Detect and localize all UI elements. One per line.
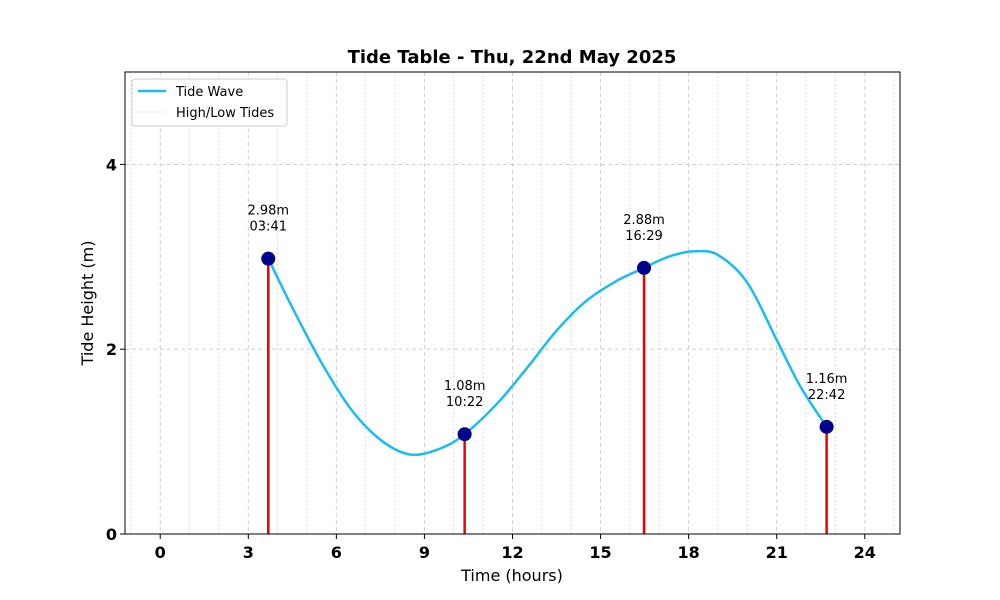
- tide-height-label: 2.88m: [623, 213, 665, 228]
- grid: [125, 72, 900, 535]
- y-tick-label: 2: [106, 340, 117, 359]
- tide-marker: [819, 419, 834, 434]
- tide-wave-line: [267, 249, 828, 457]
- tide-height-label: 1.08m: [444, 379, 486, 394]
- y-tick-label: 4: [106, 155, 117, 174]
- tide-height-label: 2.98m: [247, 204, 289, 219]
- y-tick-label: 0: [106, 525, 117, 544]
- x-tick-label: 6: [331, 543, 342, 562]
- tide-stems: [267, 258, 828, 534]
- tide-marker: [637, 260, 652, 275]
- legend-label-high-low: High/Low Tides: [176, 106, 274, 121]
- x-axis-label: Time (hours): [460, 566, 563, 585]
- tide-marker: [457, 427, 472, 442]
- x-tick-label: 0: [155, 543, 166, 562]
- legend-label-tide-wave: Tide Wave: [175, 85, 243, 100]
- x-tick-label: 12: [501, 543, 523, 562]
- x-tick-label: 15: [589, 543, 611, 562]
- tide-marker: [261, 251, 276, 266]
- tide-time-label: 03:41: [250, 220, 287, 235]
- tide-time-label: 16:29: [625, 229, 662, 244]
- tide-markers: [261, 251, 834, 442]
- x-tick-label: 18: [678, 543, 700, 562]
- tide-time-label: 10:22: [446, 395, 483, 410]
- tide-time-label: 22:42: [808, 388, 845, 403]
- x-tick-label: 21: [766, 543, 788, 562]
- x-tick-label: 9: [419, 543, 430, 562]
- legend-box: [131, 78, 288, 127]
- x-tick-label: 24: [854, 543, 876, 562]
- legend: Tide Wave High/Low Tides: [131, 78, 288, 127]
- chart-title: Tide Table - Thu, 22nd May 2025: [348, 47, 677, 68]
- x-tick-label: 3: [243, 543, 254, 562]
- y-axis-label: Tide Height (m): [78, 241, 97, 367]
- tide-height-label: 1.16m: [806, 372, 848, 387]
